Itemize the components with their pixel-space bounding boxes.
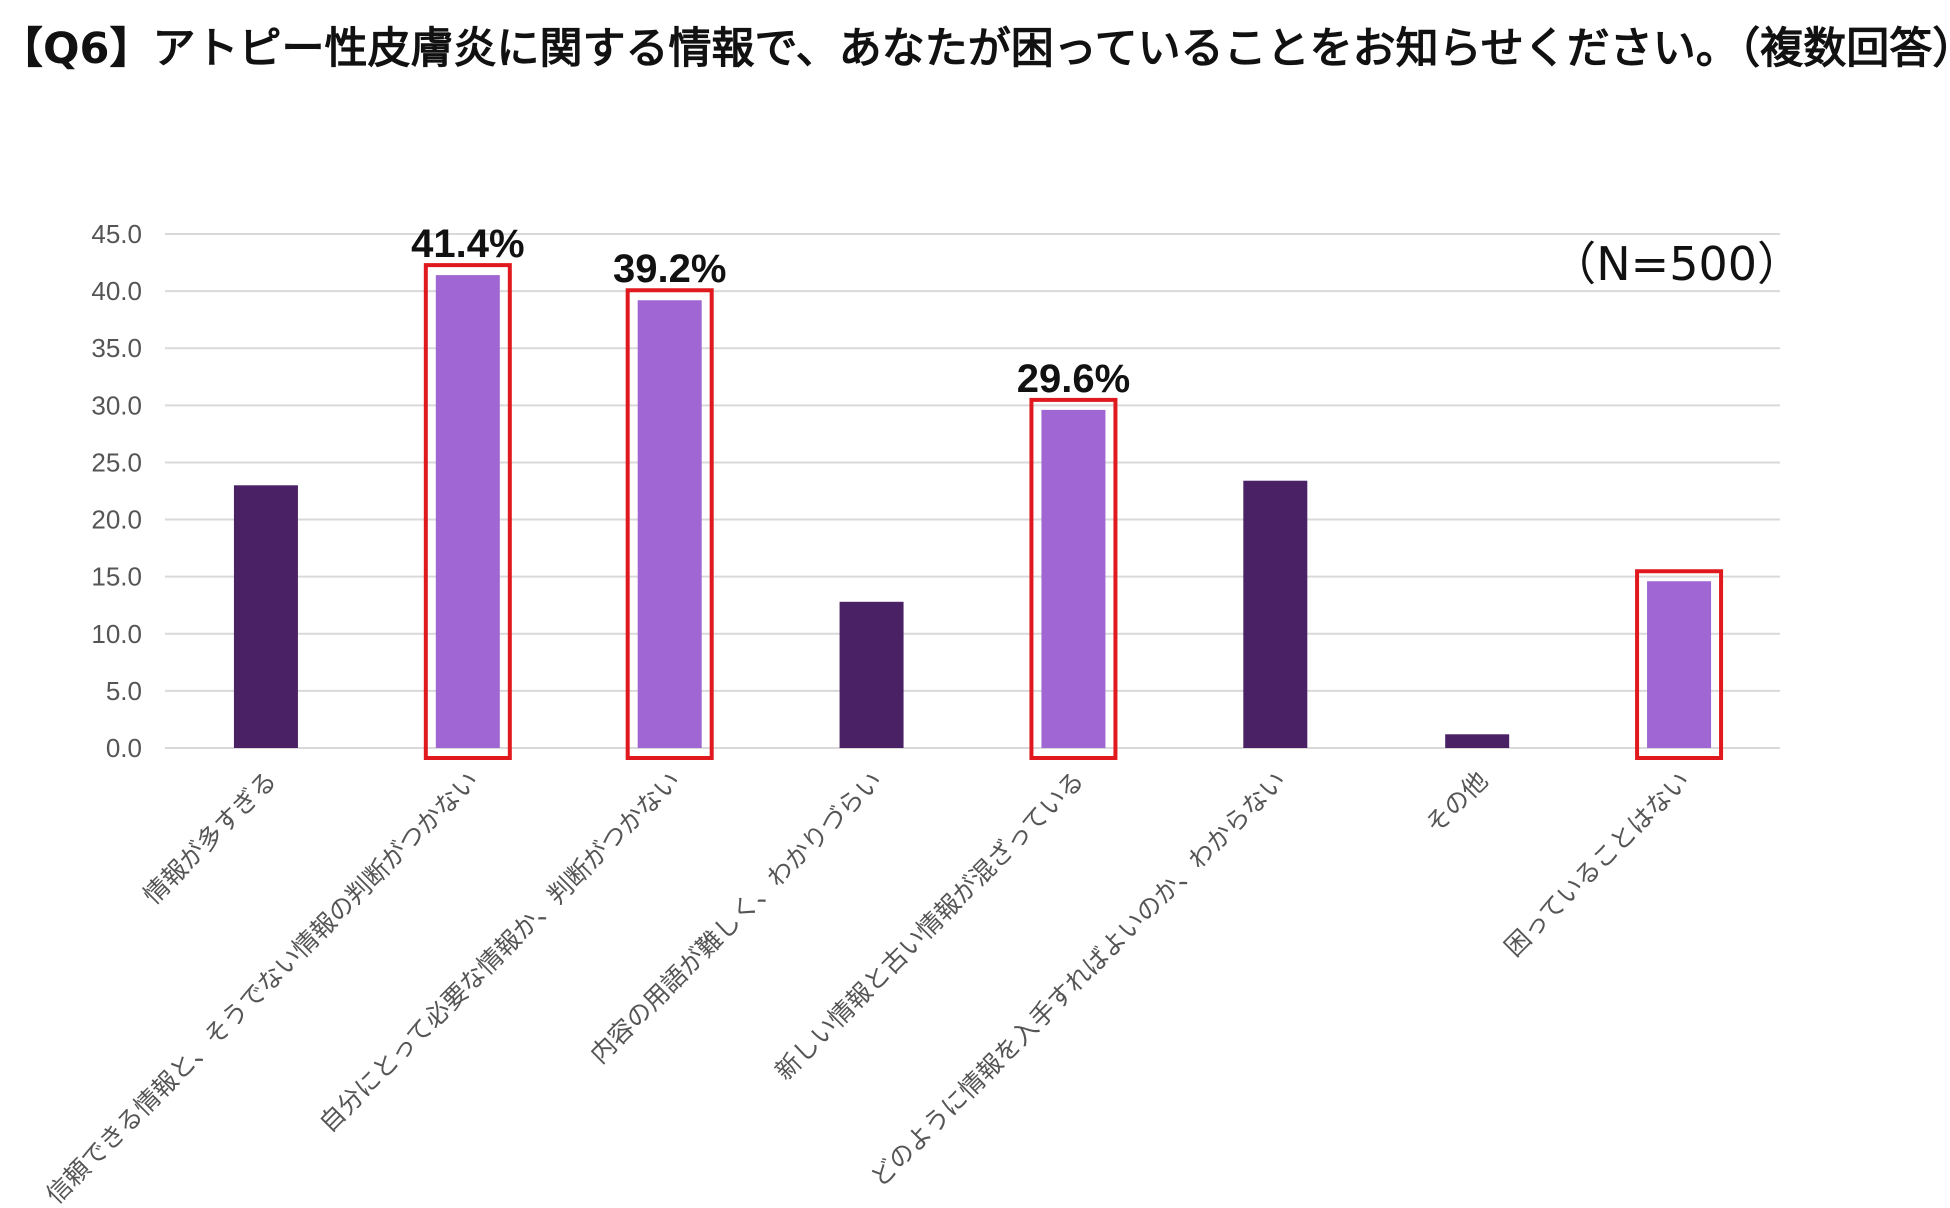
data-labels: 41.4% 39.2% 29.6% <box>411 222 1130 401</box>
y-tick-label: 30.0 <box>91 390 142 420</box>
gridlines <box>165 233 1780 749</box>
bar <box>637 300 702 748</box>
data-label: 29.6% <box>1017 357 1130 401</box>
y-tick-label: 40.0 <box>91 276 142 306</box>
x-category-label: 新しい情報と古い情報が混ざっている <box>770 766 1090 1086</box>
x-category-label: 信頼できる情報と、そうでない情報の判断がつかない <box>40 766 484 1208</box>
bar <box>1243 480 1308 748</box>
x-axis-labels: 情報が多すぎる信頼できる情報と、そうでない情報の判断がつかない自分にとって必要な… <box>40 766 1695 1208</box>
y-tick-label: 45.0 <box>91 219 142 249</box>
y-tick-label: 25.0 <box>91 447 142 477</box>
x-category-label: その他 <box>1420 766 1494 840</box>
bar <box>1647 581 1712 748</box>
highlight-box <box>1635 569 1724 760</box>
bar <box>1041 409 1106 748</box>
data-label: 39.2% <box>613 247 726 291</box>
page-title: 【Q6】アトピー性皮膚炎に関する情報で、あなたが困っていることをお知らせください… <box>0 24 1950 74</box>
bar <box>839 601 904 748</box>
x-category-label: どのように情報を入手すればよいのか、わからない <box>865 766 1292 1193</box>
bars <box>233 275 1712 748</box>
y-tick-label: 15.0 <box>91 562 142 592</box>
x-category-label: 情報が多すぎる <box>138 766 282 910</box>
highlight-box <box>625 288 714 760</box>
highlight-box <box>1029 397 1118 760</box>
bar <box>1445 734 1510 748</box>
y-tick-label: 5.0 <box>106 676 142 706</box>
y-tick-label: 20.0 <box>91 505 142 535</box>
bar <box>233 485 298 748</box>
y-tick-label: 35.0 <box>91 333 142 363</box>
y-tick-label: 10.0 <box>91 619 142 649</box>
x-category-label: 自分にとって必要な情報か、判断がつかない <box>314 766 686 1138</box>
y-tick-label: 0.0 <box>106 733 142 763</box>
highlight-boxes <box>423 263 1724 760</box>
sample-size-label: （N=500） <box>1550 237 1803 291</box>
highlight-box <box>423 263 512 760</box>
y-axis-ticks: 0.0 5.0 10.0 15.0 20.0 25.0 30.0 35.0 40.0 45.0 <box>91 219 142 763</box>
data-label: 41.4% <box>411 222 524 266</box>
x-category-label: 困っていることはない <box>1499 766 1695 962</box>
bar <box>435 275 500 748</box>
